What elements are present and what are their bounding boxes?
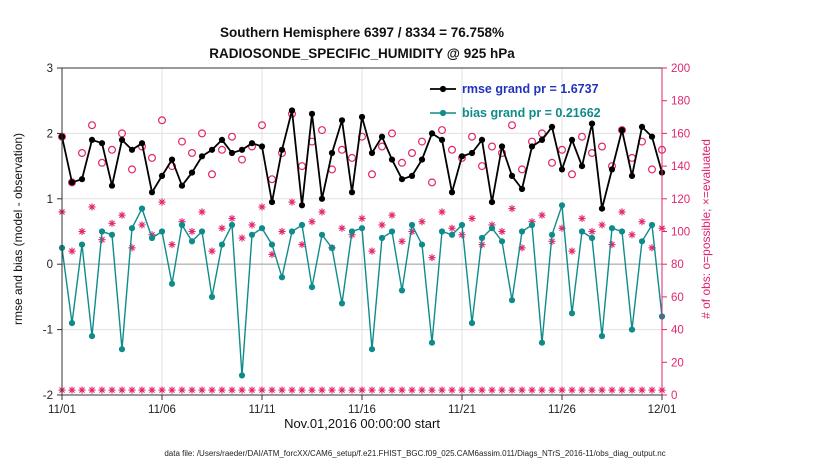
svg-text:60: 60	[671, 292, 684, 304]
chart-title-line1: Southern Hemisphere 6397 / 8334 = 76.758…	[219, 25, 505, 40]
svg-text:11/11: 11/11	[248, 404, 275, 416]
legend-rmse-label: rmse grand pr = 1.6737	[462, 82, 599, 96]
svg-text:100: 100	[671, 227, 690, 239]
svg-text:160: 160	[671, 128, 690, 140]
svg-text:200: 200	[671, 63, 690, 75]
svg-text:40: 40	[671, 325, 684, 337]
svg-text:-1: -1	[43, 325, 53, 337]
legend-bias-label: bias grand pr = 0.21662	[462, 106, 601, 120]
data-file-path: data file: /Users/raeder/DAI/ATM_forcXX/…	[164, 449, 666, 458]
svg-text:1: 1	[47, 194, 53, 206]
svg-text:180: 180	[671, 96, 690, 108]
left-y-axis-label: rmse and bias (model - observation)	[11, 132, 25, 326]
svg-text:11/26: 11/26	[548, 404, 576, 416]
svg-text:3: 3	[47, 63, 53, 75]
svg-text:0: 0	[47, 259, 53, 271]
svg-text:120: 120	[671, 194, 690, 206]
svg-text:80: 80	[671, 259, 684, 271]
chart-title-line2: RADIOSONDE_SPECIFIC_HUMIDITY @ 925 hPa	[209, 46, 515, 61]
svg-text:-2: -2	[43, 390, 53, 402]
svg-text:0: 0	[671, 390, 677, 402]
svg-text:11/16: 11/16	[348, 404, 376, 416]
svg-text:11/21: 11/21	[448, 404, 476, 416]
svg-text:12/01: 12/01	[648, 404, 677, 416]
right-y-axis-label: # of obs: o=possible; ×=evaluated	[699, 139, 713, 319]
svg-text:11/06: 11/06	[148, 404, 176, 416]
svg-text:11/01: 11/01	[48, 404, 76, 416]
svg-text:140: 140	[671, 161, 690, 173]
svg-text:20: 20	[671, 357, 684, 369]
x-axis-label: Nov.01,2016 00:00:00 start	[284, 416, 440, 431]
svg-text:2: 2	[47, 128, 53, 140]
